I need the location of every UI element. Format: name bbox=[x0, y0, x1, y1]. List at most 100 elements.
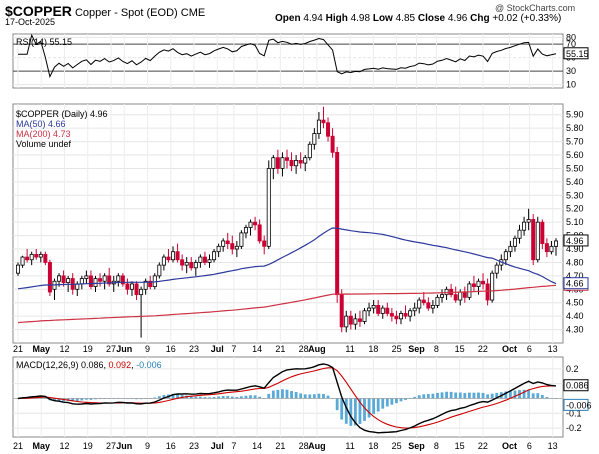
last-price-label: 4.96 bbox=[566, 236, 584, 246]
symbol-label: $COPPER bbox=[5, 3, 72, 19]
macd-histogram-bar bbox=[381, 398, 385, 409]
candle-body bbox=[476, 280, 481, 288]
macd-histogram-bar bbox=[326, 395, 330, 399]
x-tick-label: 28 bbox=[299, 344, 309, 354]
x-tick-label: 16 bbox=[166, 344, 176, 354]
price-tick-label: 5.10 bbox=[566, 217, 584, 227]
macd-histogram-bar bbox=[271, 390, 275, 399]
candle-body bbox=[88, 275, 93, 288]
macd-histogram-bar bbox=[458, 392, 462, 399]
x-tick-label: 21 bbox=[13, 441, 23, 451]
x-tick-label: 13 bbox=[548, 344, 558, 354]
candle-body bbox=[298, 159, 303, 164]
candle-body bbox=[189, 262, 194, 269]
ma50-value-label-box bbox=[563, 277, 589, 290]
x-tick-label: 15 bbox=[455, 441, 465, 451]
candle-body bbox=[184, 262, 189, 266]
candle-body bbox=[239, 232, 244, 247]
candle-body bbox=[435, 296, 440, 306]
macd-histogram-bar bbox=[467, 392, 471, 399]
rsi-value-label: 55.15 bbox=[566, 49, 589, 59]
macd-histogram-bar bbox=[230, 396, 234, 399]
candle-body bbox=[517, 229, 522, 239]
macd-histogram-bar bbox=[504, 391, 508, 399]
x-tick-label: 21 bbox=[275, 441, 285, 451]
macd-histogram-bar bbox=[463, 393, 467, 399]
macd-histogram-bar bbox=[180, 395, 184, 399]
candle-body bbox=[471, 283, 476, 288]
x-tick-label: 15 bbox=[455, 344, 465, 354]
macd-histogram-bar bbox=[436, 392, 439, 399]
macd-tick-label: -0.1 bbox=[566, 408, 582, 418]
candle-body bbox=[161, 256, 166, 266]
x-tick-label: Oct bbox=[502, 441, 517, 451]
x-tick-label: 12 bbox=[59, 441, 69, 451]
rsi-tick-label: 10 bbox=[566, 80, 576, 90]
macd-histogram-bar bbox=[454, 392, 458, 399]
candle-body bbox=[398, 313, 403, 320]
x-tick-label: May bbox=[32, 441, 50, 451]
candle-body bbox=[512, 237, 517, 247]
candle-body bbox=[490, 272, 495, 301]
candle-body bbox=[134, 283, 139, 296]
candle-body bbox=[494, 264, 499, 274]
macd-histogram-bar bbox=[153, 397, 157, 399]
candle-body bbox=[20, 256, 25, 266]
subtitle-label: Copper - Spot (EOD) bbox=[74, 7, 178, 19]
macd-histogram-bar bbox=[477, 392, 480, 399]
macd-histogram-bar bbox=[176, 394, 179, 399]
x-tick-label: 14 bbox=[252, 344, 262, 354]
price-tick-label: 4.90 bbox=[566, 244, 584, 254]
x-tick-label: Sep bbox=[408, 344, 425, 354]
macd-histogram-bar bbox=[540, 394, 544, 399]
ma200-line bbox=[17, 284, 557, 324]
macd-histogram-bar bbox=[276, 389, 280, 399]
x-tick-label: 16 bbox=[166, 441, 176, 451]
macd-histogram-bar bbox=[194, 396, 198, 399]
macd-histogram-bar bbox=[545, 396, 549, 399]
macd-legend-hist: -0.006 bbox=[136, 360, 162, 370]
price-tick-label: 5.80 bbox=[566, 123, 584, 133]
macd-histogram-bar bbox=[344, 398, 348, 424]
candle-body bbox=[139, 288, 144, 296]
macd-histogram-bar bbox=[395, 398, 398, 404]
candle-body bbox=[198, 256, 203, 263]
open-label: Open bbox=[275, 13, 301, 24]
macd-histogram-bar bbox=[80, 398, 84, 401]
x-tick-label: 9 bbox=[145, 344, 150, 354]
macd-histogram-bar bbox=[536, 393, 540, 399]
candle-body bbox=[522, 221, 527, 231]
candle-body bbox=[257, 224, 262, 242]
candle-body bbox=[66, 278, 71, 283]
macd-histogram-bar bbox=[135, 398, 138, 400]
candle-body bbox=[57, 275, 62, 282]
candle-body bbox=[485, 283, 490, 301]
open-value: 4.94 bbox=[303, 13, 323, 24]
candle-body bbox=[143, 280, 148, 290]
x-tick-label: 14 bbox=[252, 441, 262, 451]
macd-histogram-bar bbox=[417, 395, 421, 399]
macd-histogram-bar bbox=[249, 395, 252, 399]
macd-histogram-bar bbox=[157, 396, 161, 399]
x-tick-label: 6 bbox=[527, 441, 532, 451]
candle-body bbox=[212, 251, 217, 261]
price-legend-title: $COPPER (Daily) 4.96 bbox=[16, 109, 108, 119]
price-tick-label: 4.50 bbox=[566, 298, 584, 308]
macd-histogram-bar bbox=[440, 392, 444, 399]
price-tick-label: 4.40 bbox=[566, 311, 584, 321]
macd-histogram-bar bbox=[495, 392, 499, 399]
macd-histogram-bar bbox=[481, 392, 485, 399]
candle-body bbox=[116, 275, 121, 282]
candle-body bbox=[25, 256, 30, 261]
candle-body bbox=[47, 262, 52, 293]
macd-histogram-bar bbox=[390, 398, 394, 405]
candle-body bbox=[385, 307, 390, 314]
candle-body bbox=[394, 315, 399, 320]
x-tick-label: 19 bbox=[83, 441, 93, 451]
candle-body bbox=[243, 227, 248, 234]
candle-body bbox=[266, 168, 271, 247]
candle-body bbox=[171, 251, 176, 261]
price-legend-ma200: MA(200) 4.73 bbox=[16, 129, 71, 139]
price-tick-label: 5.30 bbox=[566, 190, 584, 200]
